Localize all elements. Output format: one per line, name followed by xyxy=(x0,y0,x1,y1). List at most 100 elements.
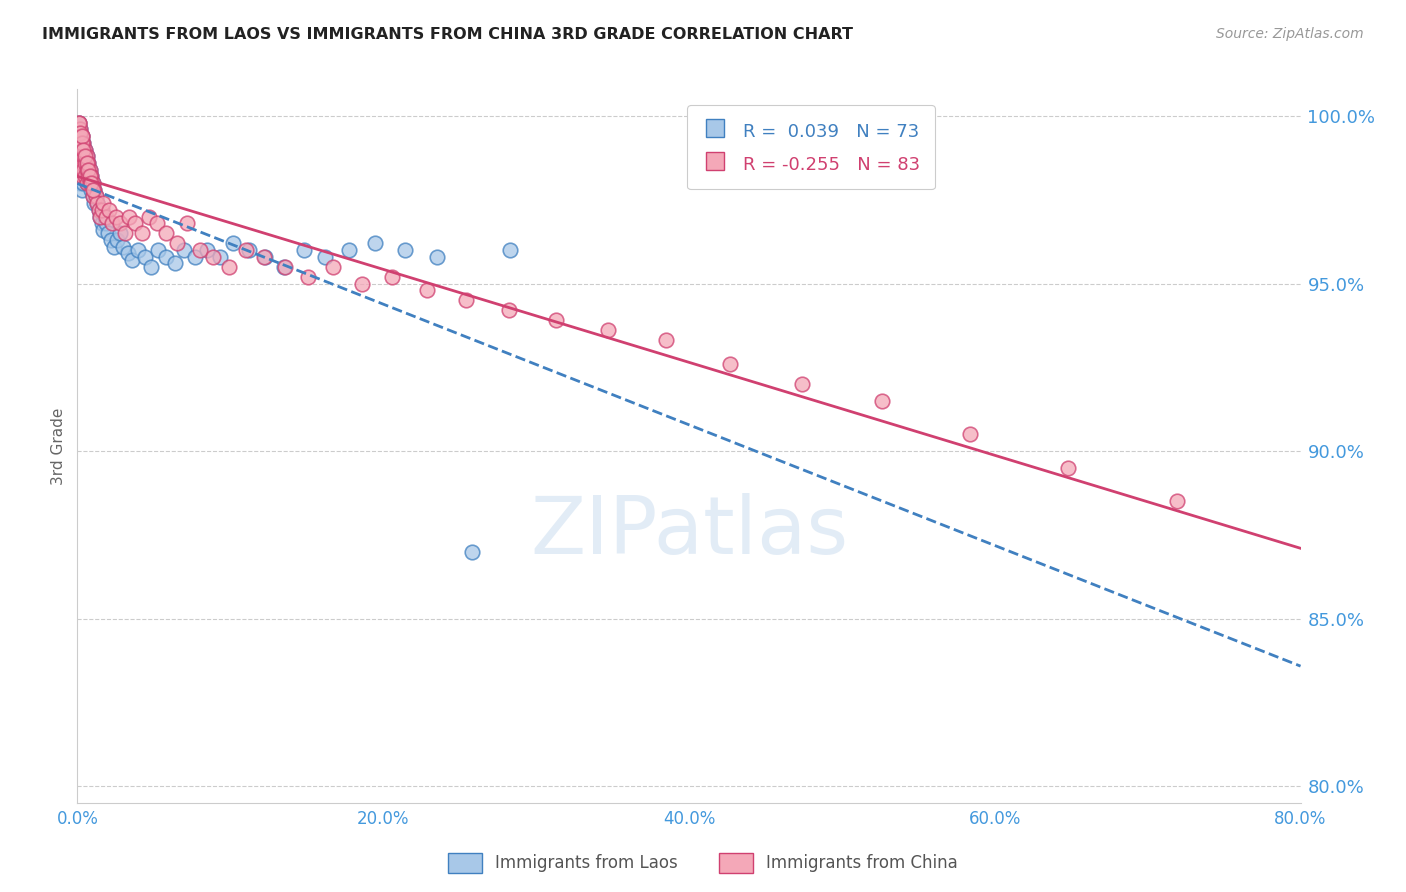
Point xyxy=(89,210,111,224)
Point xyxy=(67,156,90,170)
Point xyxy=(76,149,98,163)
Y-axis label: 3rd Grade: 3rd Grade xyxy=(51,408,66,484)
Point xyxy=(82,176,104,190)
Point xyxy=(322,260,344,274)
Point xyxy=(77,156,100,170)
Point xyxy=(76,176,98,190)
Point xyxy=(73,149,96,163)
Point xyxy=(350,277,373,291)
Point xyxy=(76,176,98,190)
Point xyxy=(70,136,93,150)
Point xyxy=(416,283,439,297)
Point xyxy=(253,250,276,264)
Point xyxy=(297,269,319,284)
Point xyxy=(69,176,91,190)
Point xyxy=(718,357,741,371)
Point xyxy=(73,143,96,157)
Legend: R =  0.039   N = 73, R = -0.255   N = 83: R = 0.039 N = 73, R = -0.255 N = 83 xyxy=(688,105,935,189)
Point xyxy=(870,393,893,408)
Point xyxy=(70,129,93,144)
Point xyxy=(72,176,94,190)
Point xyxy=(72,143,94,157)
Point xyxy=(176,216,198,230)
Point xyxy=(394,243,416,257)
Point xyxy=(70,143,93,157)
Point xyxy=(96,210,118,224)
Point xyxy=(67,156,90,170)
Point xyxy=(76,149,98,163)
Point xyxy=(89,210,111,224)
Point xyxy=(79,162,101,177)
Point xyxy=(69,149,91,163)
Point xyxy=(70,156,93,170)
Point xyxy=(461,544,484,558)
Point xyxy=(314,250,336,264)
Point xyxy=(596,323,619,337)
Point xyxy=(72,136,94,150)
Point xyxy=(80,169,103,184)
Point xyxy=(77,156,100,170)
Point xyxy=(72,149,94,163)
Point xyxy=(70,169,93,184)
Point xyxy=(114,227,136,241)
Point xyxy=(69,126,91,140)
Point xyxy=(83,183,105,197)
Point xyxy=(112,240,135,254)
Point xyxy=(82,183,104,197)
Point xyxy=(426,250,449,264)
Point xyxy=(73,169,96,184)
Point xyxy=(69,122,91,136)
Point xyxy=(67,129,90,144)
Point xyxy=(82,189,104,203)
Point xyxy=(173,243,195,257)
Point xyxy=(188,243,211,257)
Point xyxy=(105,233,128,247)
Point xyxy=(498,303,520,318)
Point xyxy=(195,243,218,257)
Point xyxy=(128,243,150,257)
Point xyxy=(79,176,101,190)
Point xyxy=(146,216,169,230)
Point xyxy=(364,236,387,251)
Point xyxy=(70,143,93,157)
Point xyxy=(118,210,141,224)
Point xyxy=(339,243,361,257)
Point xyxy=(70,169,93,184)
Point xyxy=(202,250,225,264)
Point xyxy=(67,116,90,130)
Point xyxy=(155,250,177,264)
Point xyxy=(208,250,231,264)
Point xyxy=(165,256,187,270)
Point xyxy=(69,162,91,177)
Point xyxy=(82,176,104,190)
Point xyxy=(73,156,96,170)
Point xyxy=(454,293,477,308)
Point xyxy=(73,169,96,184)
Point xyxy=(103,240,125,254)
Point xyxy=(67,143,90,157)
Point xyxy=(77,162,100,177)
Point xyxy=(292,243,315,257)
Point xyxy=(91,196,114,211)
Point xyxy=(254,250,277,264)
Point xyxy=(90,202,112,217)
Point xyxy=(218,260,240,274)
Point xyxy=(131,227,153,241)
Point xyxy=(274,260,297,274)
Point xyxy=(79,162,101,177)
Point xyxy=(80,183,103,197)
Point xyxy=(73,143,96,157)
Point xyxy=(76,162,98,177)
Point xyxy=(72,136,94,150)
Point xyxy=(235,243,257,257)
Point xyxy=(67,169,90,184)
Point xyxy=(72,149,94,163)
Text: ZIPatlas: ZIPatlas xyxy=(530,492,848,571)
Point xyxy=(238,243,260,257)
Point xyxy=(790,377,813,392)
Point xyxy=(98,202,121,217)
Legend: Immigrants from Laos, Immigrants from China: Immigrants from Laos, Immigrants from Ch… xyxy=(441,847,965,880)
Point xyxy=(138,210,160,224)
Point xyxy=(69,162,91,177)
Point xyxy=(544,313,567,327)
